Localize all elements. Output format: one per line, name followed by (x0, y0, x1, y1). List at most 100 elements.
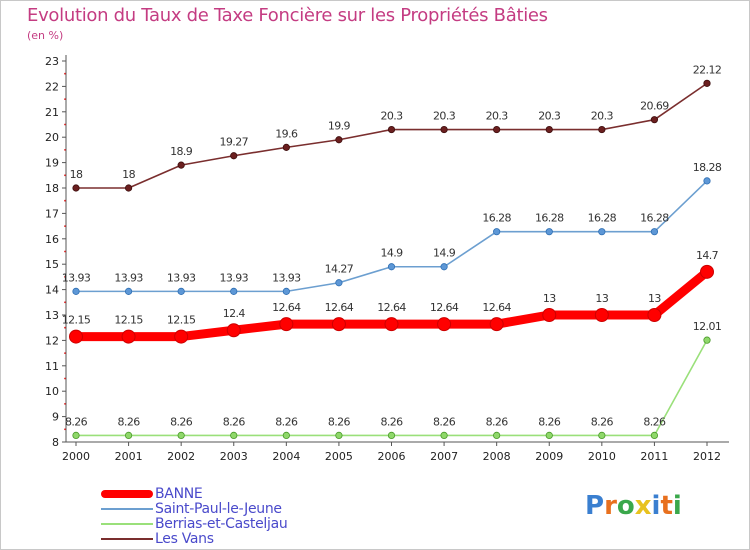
data-label-berrias-et-casteljau: 8.26 (223, 415, 246, 428)
series-lines (69, 79, 714, 439)
logo-letter: P (585, 491, 605, 521)
data-point-berrias-et-casteljau (493, 431, 501, 439)
y-minor-tick (64, 199, 66, 202)
data-point-saint-paul-le-jeune (703, 177, 711, 185)
x-tick-label: 2003 (220, 450, 248, 463)
y-minor-tick (64, 250, 66, 253)
logo-letter: x (634, 491, 652, 521)
x-tick-label: 2012 (693, 450, 721, 463)
data-label-les-vans: 20.3 (591, 110, 614, 123)
data-label-saint-paul-le-jeune: 16.28 (535, 212, 564, 225)
data-label-banne: 14.7 (696, 249, 719, 262)
logo-letter: o (616, 491, 635, 521)
y-tick-label: 8 (52, 436, 59, 449)
x-tick-label: 2011 (640, 450, 668, 463)
proxiti-logo: Proxiti (585, 491, 682, 521)
y-tick-label: 23 (45, 55, 59, 68)
data-label-berrias-et-casteljau: 8.26 (328, 415, 351, 428)
data-label-banne: 12.64 (482, 301, 511, 314)
y-minor-tick (64, 123, 66, 126)
data-label-saint-paul-le-jeune: 16.28 (588, 212, 617, 225)
data-label-saint-paul-le-jeune: 14.9 (433, 247, 456, 260)
data-label-banne: 12.15 (167, 314, 196, 327)
data-point-saint-paul-le-jeune (282, 287, 290, 295)
data-label-les-vans: 22.12 (693, 63, 722, 76)
logo-letter: i (672, 491, 682, 521)
data-point-les-vans (493, 125, 501, 134)
data-label-banne: 12.64 (430, 301, 459, 314)
logo-letter: r (604, 491, 617, 521)
y-tick-label: 21 (45, 106, 59, 119)
data-label-les-vans: 20.69 (640, 100, 669, 113)
data-label-saint-paul-le-jeune: 16.28 (640, 212, 669, 225)
data-point-les-vans (440, 125, 448, 134)
data-label-saint-paul-le-jeune: 16.28 (482, 212, 511, 225)
y-minor-tick (64, 428, 66, 431)
data-label-berrias-et-casteljau: 8.26 (486, 415, 509, 428)
x-tick-label: 2001 (115, 450, 143, 463)
y-minor-tick (64, 225, 66, 228)
data-label-saint-paul-le-jeune: 13.93 (167, 271, 196, 284)
series-line-les-vans (75, 82, 708, 189)
data-point-banne (700, 264, 714, 279)
data-label-banne: 12.15 (62, 314, 91, 327)
legend-swatch-berrias-et-casteljau (101, 523, 153, 525)
y-minor-tick (64, 301, 66, 304)
axes: 8 9 10 11 12 13 14 15 16 17 18 19 20 21 22 23 2000 2001 20… (45, 55, 729, 463)
legend-label-les-vans: Les Vans (155, 531, 214, 547)
x-tick-label: 2006 (378, 450, 406, 463)
data-label-les-vans: 20.3 (538, 110, 561, 123)
data-point-berrias-et-casteljau (72, 431, 80, 439)
y-tick-label: 9 (52, 411, 59, 424)
x-tick-label: 2002 (167, 450, 195, 463)
data-point-saint-paul-le-jeune (440, 263, 448, 271)
data-label-berrias-et-casteljau: 8.26 (170, 415, 193, 428)
data-point-saint-paul-le-jeune (493, 228, 501, 236)
data-label-saint-paul-le-jeune: 13.93 (220, 271, 249, 284)
data-point-les-vans (545, 125, 553, 134)
y-tick-label: 15 (45, 258, 59, 271)
data-label-berrias-et-casteljau: 8.26 (275, 415, 298, 428)
data-point-banne (174, 329, 189, 344)
y-tick-label: 11 (45, 360, 59, 373)
y-minor-tick (64, 276, 66, 278)
data-point-saint-paul-le-jeune (124, 287, 133, 295)
data-point-les-vans (124, 184, 133, 192)
data-point-banne (489, 317, 504, 332)
data-label-les-vans: 18 (122, 168, 135, 181)
chart-title: Evolution du Taux de Taxe Foncière sur l… (27, 5, 548, 26)
data-label-les-vans: 19.9 (328, 120, 351, 133)
legend-label-banne: BANNE (155, 486, 203, 502)
x-tick-label: 2008 (483, 450, 511, 463)
logo-letter: t (660, 491, 673, 521)
x-tick-label: 2004 (272, 450, 300, 463)
data-point-saint-paul-le-jeune (335, 279, 343, 287)
data-label-berrias-et-casteljau: 12.01 (693, 320, 722, 333)
x-tick-label: 2009 (535, 450, 563, 463)
data-point-banne (69, 329, 83, 344)
x-tick-label: 2005 (325, 450, 353, 463)
y-minor-tick (64, 98, 66, 100)
y-minor-tick (64, 403, 66, 405)
data-label-les-vans: 19.6 (275, 127, 298, 140)
data-label-berrias-et-casteljau: 8.26 (433, 415, 456, 428)
data-labels: 12.15 12.15 12.15 12.4 12.64 12.64 12.64 12.64 1… (62, 63, 723, 428)
y-tick-label: 10 (45, 385, 59, 398)
data-point-banne (384, 317, 399, 332)
data-point-saint-paul-le-jeune (72, 287, 80, 295)
y-minor-tick (64, 174, 66, 177)
data-point-banne (279, 317, 294, 332)
data-point-saint-paul-le-jeune (387, 263, 396, 271)
data-point-les-vans (598, 125, 606, 134)
data-point-banne (594, 308, 609, 322)
data-label-banne: 13 (543, 292, 556, 305)
data-label-les-vans: 18.9 (170, 145, 193, 158)
x-tick-label: 2000 (62, 450, 90, 463)
data-point-saint-paul-le-jeune (650, 228, 659, 236)
data-point-banne (647, 308, 662, 322)
legend-swatch-les-vans (101, 538, 153, 540)
y-tick-label: 13 (45, 309, 59, 322)
data-point-banne (121, 329, 136, 344)
data-point-les-vans (650, 116, 659, 124)
